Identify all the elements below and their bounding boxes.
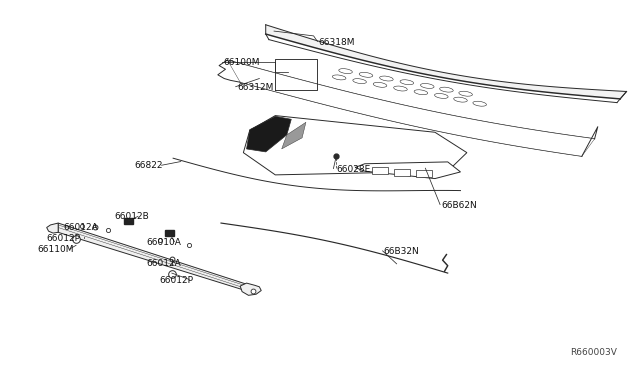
Bar: [372, 167, 388, 174]
Text: 66B32N: 66B32N: [384, 247, 420, 256]
Ellipse shape: [359, 73, 372, 77]
Bar: [124, 218, 133, 224]
Ellipse shape: [394, 86, 407, 91]
Polygon shape: [246, 116, 291, 152]
Polygon shape: [266, 25, 627, 99]
Polygon shape: [240, 283, 261, 295]
Text: 66012A: 66012A: [147, 259, 181, 268]
Text: 66012P: 66012P: [159, 276, 193, 285]
Text: 66312M: 66312M: [237, 83, 273, 92]
Text: 66100M: 66100M: [223, 58, 259, 67]
Text: 66010A: 66010A: [147, 238, 181, 247]
Polygon shape: [47, 223, 58, 233]
Bar: [394, 169, 410, 176]
Ellipse shape: [473, 101, 486, 106]
Ellipse shape: [435, 93, 448, 99]
Polygon shape: [282, 122, 306, 149]
Text: 66028E: 66028E: [336, 165, 370, 174]
Text: 66B62N: 66B62N: [442, 201, 477, 210]
Text: 66822: 66822: [135, 161, 163, 170]
Text: 66012P: 66012P: [47, 234, 81, 243]
Ellipse shape: [414, 90, 428, 95]
Polygon shape: [58, 223, 246, 291]
Polygon shape: [243, 116, 467, 175]
Ellipse shape: [339, 69, 353, 74]
Ellipse shape: [400, 80, 413, 85]
Ellipse shape: [332, 75, 346, 80]
Text: 66012B: 66012B: [115, 212, 149, 221]
Ellipse shape: [353, 78, 366, 84]
Ellipse shape: [459, 91, 472, 96]
Polygon shape: [227, 60, 595, 156]
Ellipse shape: [380, 76, 393, 81]
Polygon shape: [355, 162, 461, 179]
Text: 66012A: 66012A: [63, 223, 98, 232]
Ellipse shape: [454, 97, 467, 102]
Bar: [416, 170, 432, 177]
Ellipse shape: [420, 83, 434, 89]
Text: 66110M: 66110M: [38, 245, 74, 254]
Text: R660003V: R660003V: [570, 348, 617, 357]
Ellipse shape: [440, 87, 453, 92]
Text: 66318M: 66318M: [319, 38, 355, 47]
Bar: [166, 230, 174, 236]
Ellipse shape: [373, 82, 387, 87]
